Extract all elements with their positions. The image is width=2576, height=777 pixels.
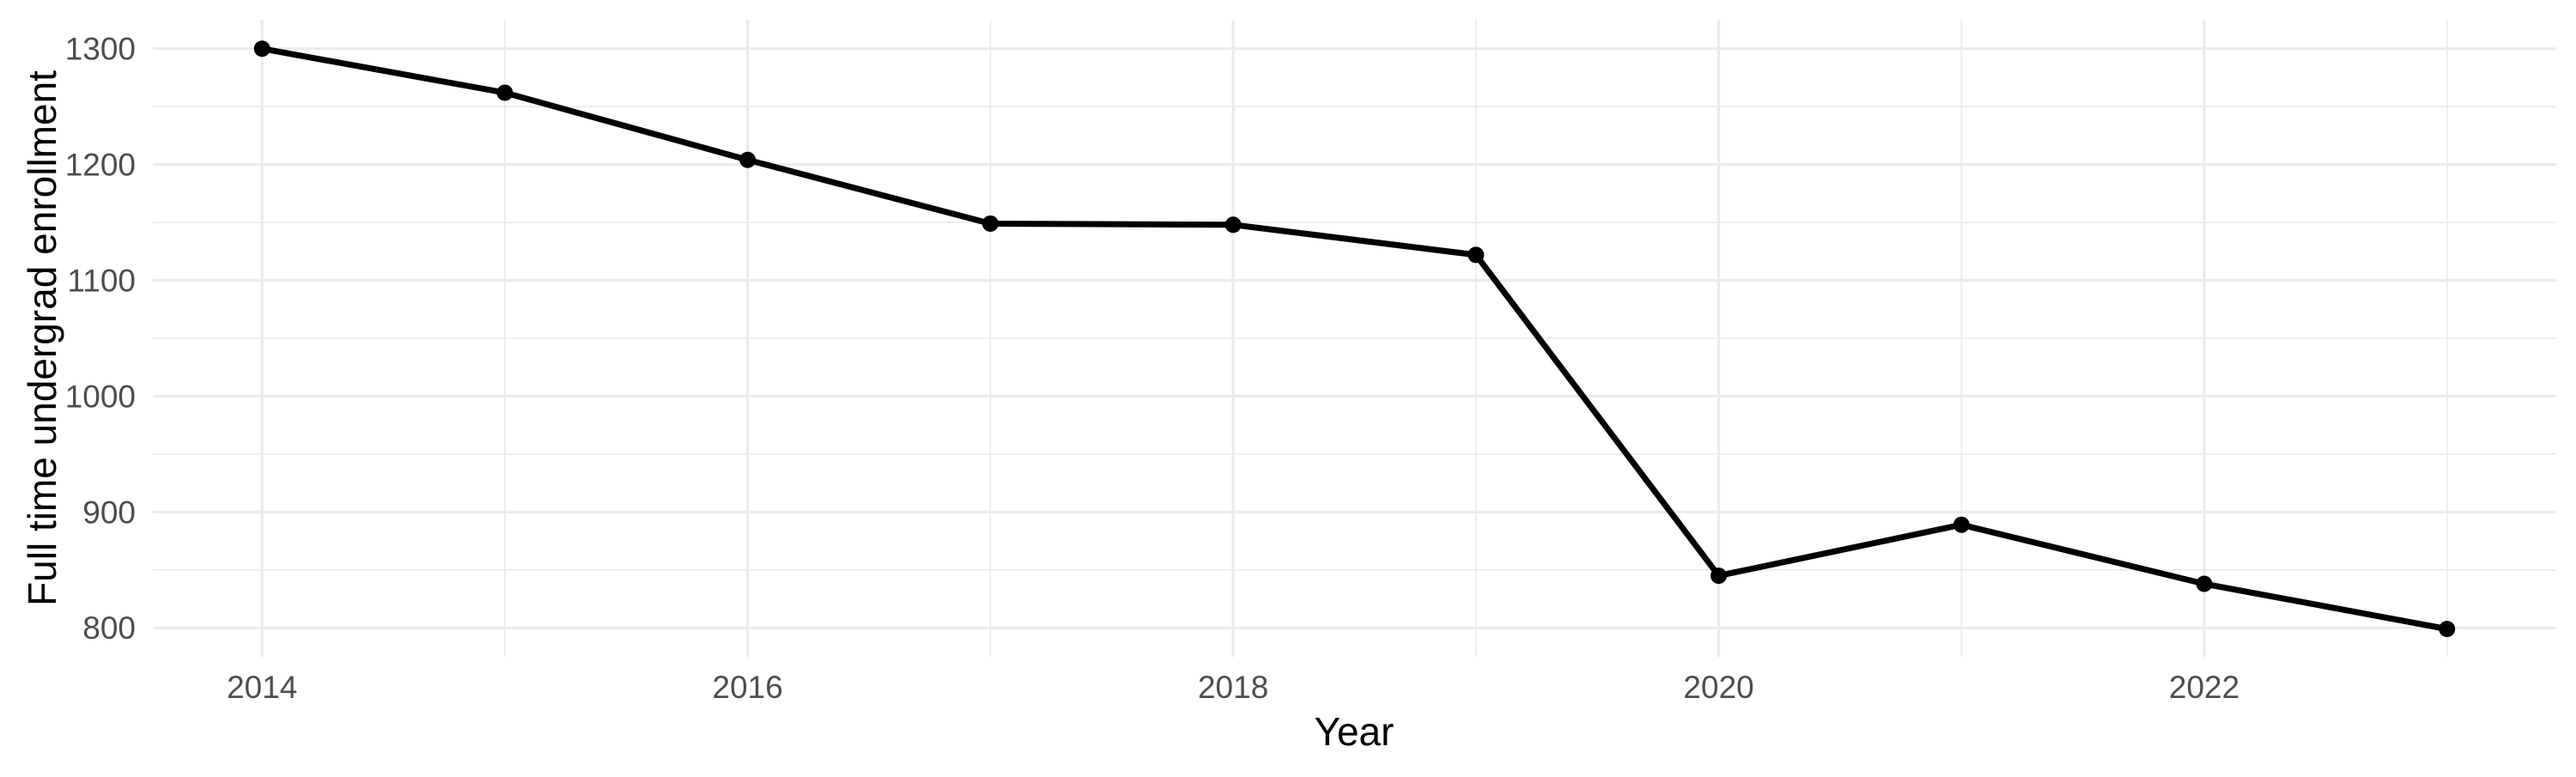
y-tick-label: 1000 — [65, 379, 136, 414]
data-point-2023 — [2439, 621, 2456, 638]
x-tick-label: 2016 — [713, 670, 783, 705]
y-tick-label: 1100 — [67, 263, 136, 298]
data-point-2016 — [739, 151, 756, 168]
data-point-2014 — [253, 40, 270, 58]
data-point-2015 — [496, 84, 513, 101]
data-point-2020 — [1710, 568, 1728, 585]
data-point-2021 — [1953, 516, 1970, 533]
data-point-2018 — [1224, 216, 1242, 234]
x-tick-label: 2014 — [227, 670, 297, 705]
y-tick-label: 1200 — [65, 148, 136, 183]
y-tick-label: 900 — [82, 495, 136, 530]
x-tick-label: 2018 — [1198, 670, 1268, 705]
enrollment-series — [253, 40, 2456, 638]
series-line — [261, 46, 2448, 633]
y-tick-label: 1300 — [65, 32, 136, 67]
x-tick-label: 2022 — [2169, 670, 2239, 705]
minor-gridlines — [153, 20, 2556, 657]
major-gridlines — [153, 20, 2556, 657]
y-axis-title: Full time undergrad enrollment — [20, 70, 64, 606]
y-tick-label: 800 — [82, 610, 136, 646]
data-point-2022 — [2196, 575, 2213, 592]
data-point-2017 — [981, 215, 999, 232]
x-tick-label: 2020 — [1683, 670, 1753, 705]
data-point-2019 — [1467, 246, 1485, 264]
x-axis-title: Year — [1315, 709, 1394, 754]
axis-tick-labels: 800 900 1000 1100 1200 1300 2014 2016 2018 2020 20… — [65, 32, 2240, 705]
